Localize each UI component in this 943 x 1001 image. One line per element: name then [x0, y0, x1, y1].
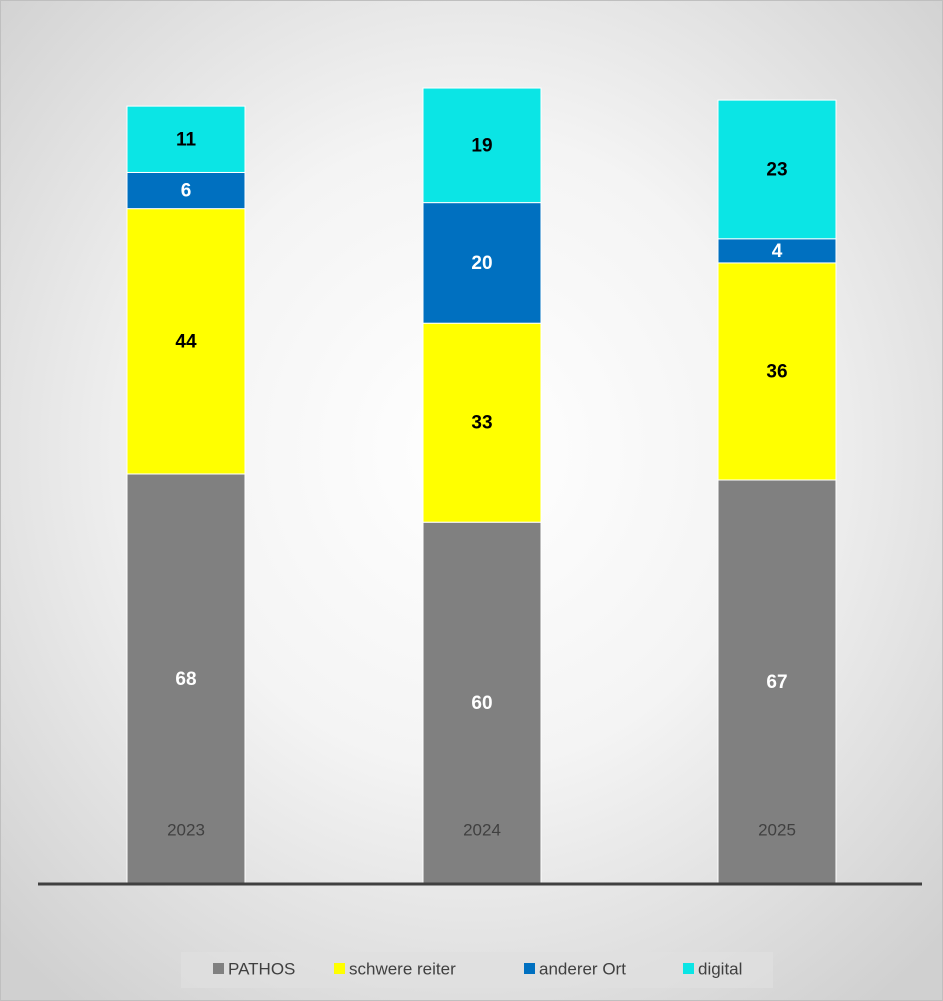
bar-segment [717, 479, 837, 885]
bar-segment [422, 521, 542, 885]
x-tick-label: 2025 [758, 820, 796, 839]
bar-segment [717, 238, 837, 264]
bar-segment [126, 171, 246, 210]
legend-swatch [524, 963, 535, 974]
data-label: 33 [471, 413, 492, 434]
data-label: 4 [772, 241, 783, 262]
data-label: 44 [175, 331, 197, 352]
legend-label: digital [698, 959, 742, 978]
bar-segment [422, 202, 542, 324]
data-label: 23 [766, 159, 787, 180]
bar-segment [126, 105, 246, 173]
legend-swatch [683, 963, 694, 974]
legend-label: PATHOS [228, 959, 295, 978]
data-label: 11 [176, 129, 197, 150]
x-tick-label: 2024 [463, 820, 501, 839]
data-label: 19 [471, 135, 492, 156]
data-label: 60 [471, 693, 492, 714]
legend-label: anderer Ort [539, 959, 626, 978]
bar-segment [717, 262, 837, 481]
data-label: 36 [766, 361, 787, 382]
data-label: 6 [181, 181, 192, 202]
bar-segment [717, 99, 837, 240]
bar-segment [422, 322, 542, 523]
data-label: 68 [175, 669, 196, 690]
bar-segment [422, 87, 542, 204]
data-label: 20 [471, 253, 492, 274]
legend-swatch [334, 963, 345, 974]
x-tick-label: 2023 [167, 820, 205, 839]
legend-swatch [213, 963, 224, 974]
legend-box [181, 952, 773, 988]
legend-label: schwere reiter [349, 959, 456, 978]
data-label: 67 [766, 672, 787, 693]
bar-segment [126, 208, 246, 475]
